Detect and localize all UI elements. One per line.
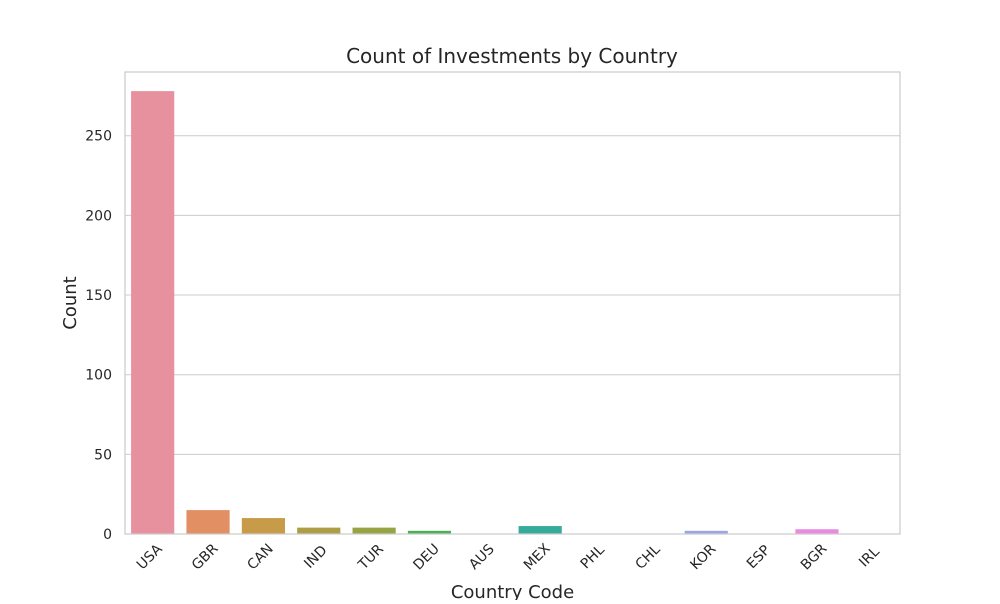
bar-deu	[407, 530, 452, 534]
bars	[131, 91, 839, 534]
x-tick-label-deu: DEU	[410, 541, 442, 573]
x-tick-label-tur: TUR	[355, 541, 387, 573]
x-tick-label-usa: USA	[134, 541, 166, 573]
y-tick-label: 50	[94, 447, 112, 463]
x-tick-label-ind: IND	[301, 543, 330, 572]
x-tick-label-mex: MEX	[521, 540, 554, 573]
bar-gbr	[186, 510, 230, 534]
x-axis-label: Country Code	[451, 582, 574, 600]
bar-tur	[352, 527, 396, 534]
x-tick-label-kor: KOR	[687, 541, 719, 573]
bar-can	[241, 518, 285, 534]
y-axis-label: Count	[60, 276, 81, 329]
x-tick-label-esp: ESP	[744, 542, 774, 572]
plot-frame	[124, 71, 901, 535]
bar-mex	[518, 526, 562, 534]
bar-kor	[684, 530, 728, 534]
x-tick-label-gbr: GBR	[189, 541, 222, 574]
x-tick-label-can: CAN	[244, 541, 276, 573]
y-tick-label: 150	[85, 288, 112, 304]
y-tick-labels: 0 50 100 150 200 250	[85, 129, 112, 543]
x-tick-label-bgr: BGR	[798, 541, 831, 574]
bar-usa	[131, 91, 175, 534]
bar-bgr	[795, 529, 839, 534]
y-tick-label: 200	[85, 208, 112, 224]
chart-title: Count of Investments by Country	[346, 44, 678, 68]
x-tick-labels: USA GBR CAN IND TUR DEU AUS MEX PHL CHL KOR ESP BGR I…	[134, 540, 883, 573]
y-tick-label: 250	[85, 129, 112, 145]
x-tick-label-phl: PHL	[578, 542, 608, 572]
x-tick-label-irl: IRL	[856, 544, 883, 571]
x-tick-label-chl: CHL	[632, 541, 663, 572]
x-tick-label-aus: AUS	[466, 541, 498, 573]
y-tick-label: 0	[103, 527, 112, 543]
grid-lines	[125, 135, 900, 535]
bar-ind	[297, 527, 341, 534]
y-tick-label: 100	[85, 368, 112, 384]
